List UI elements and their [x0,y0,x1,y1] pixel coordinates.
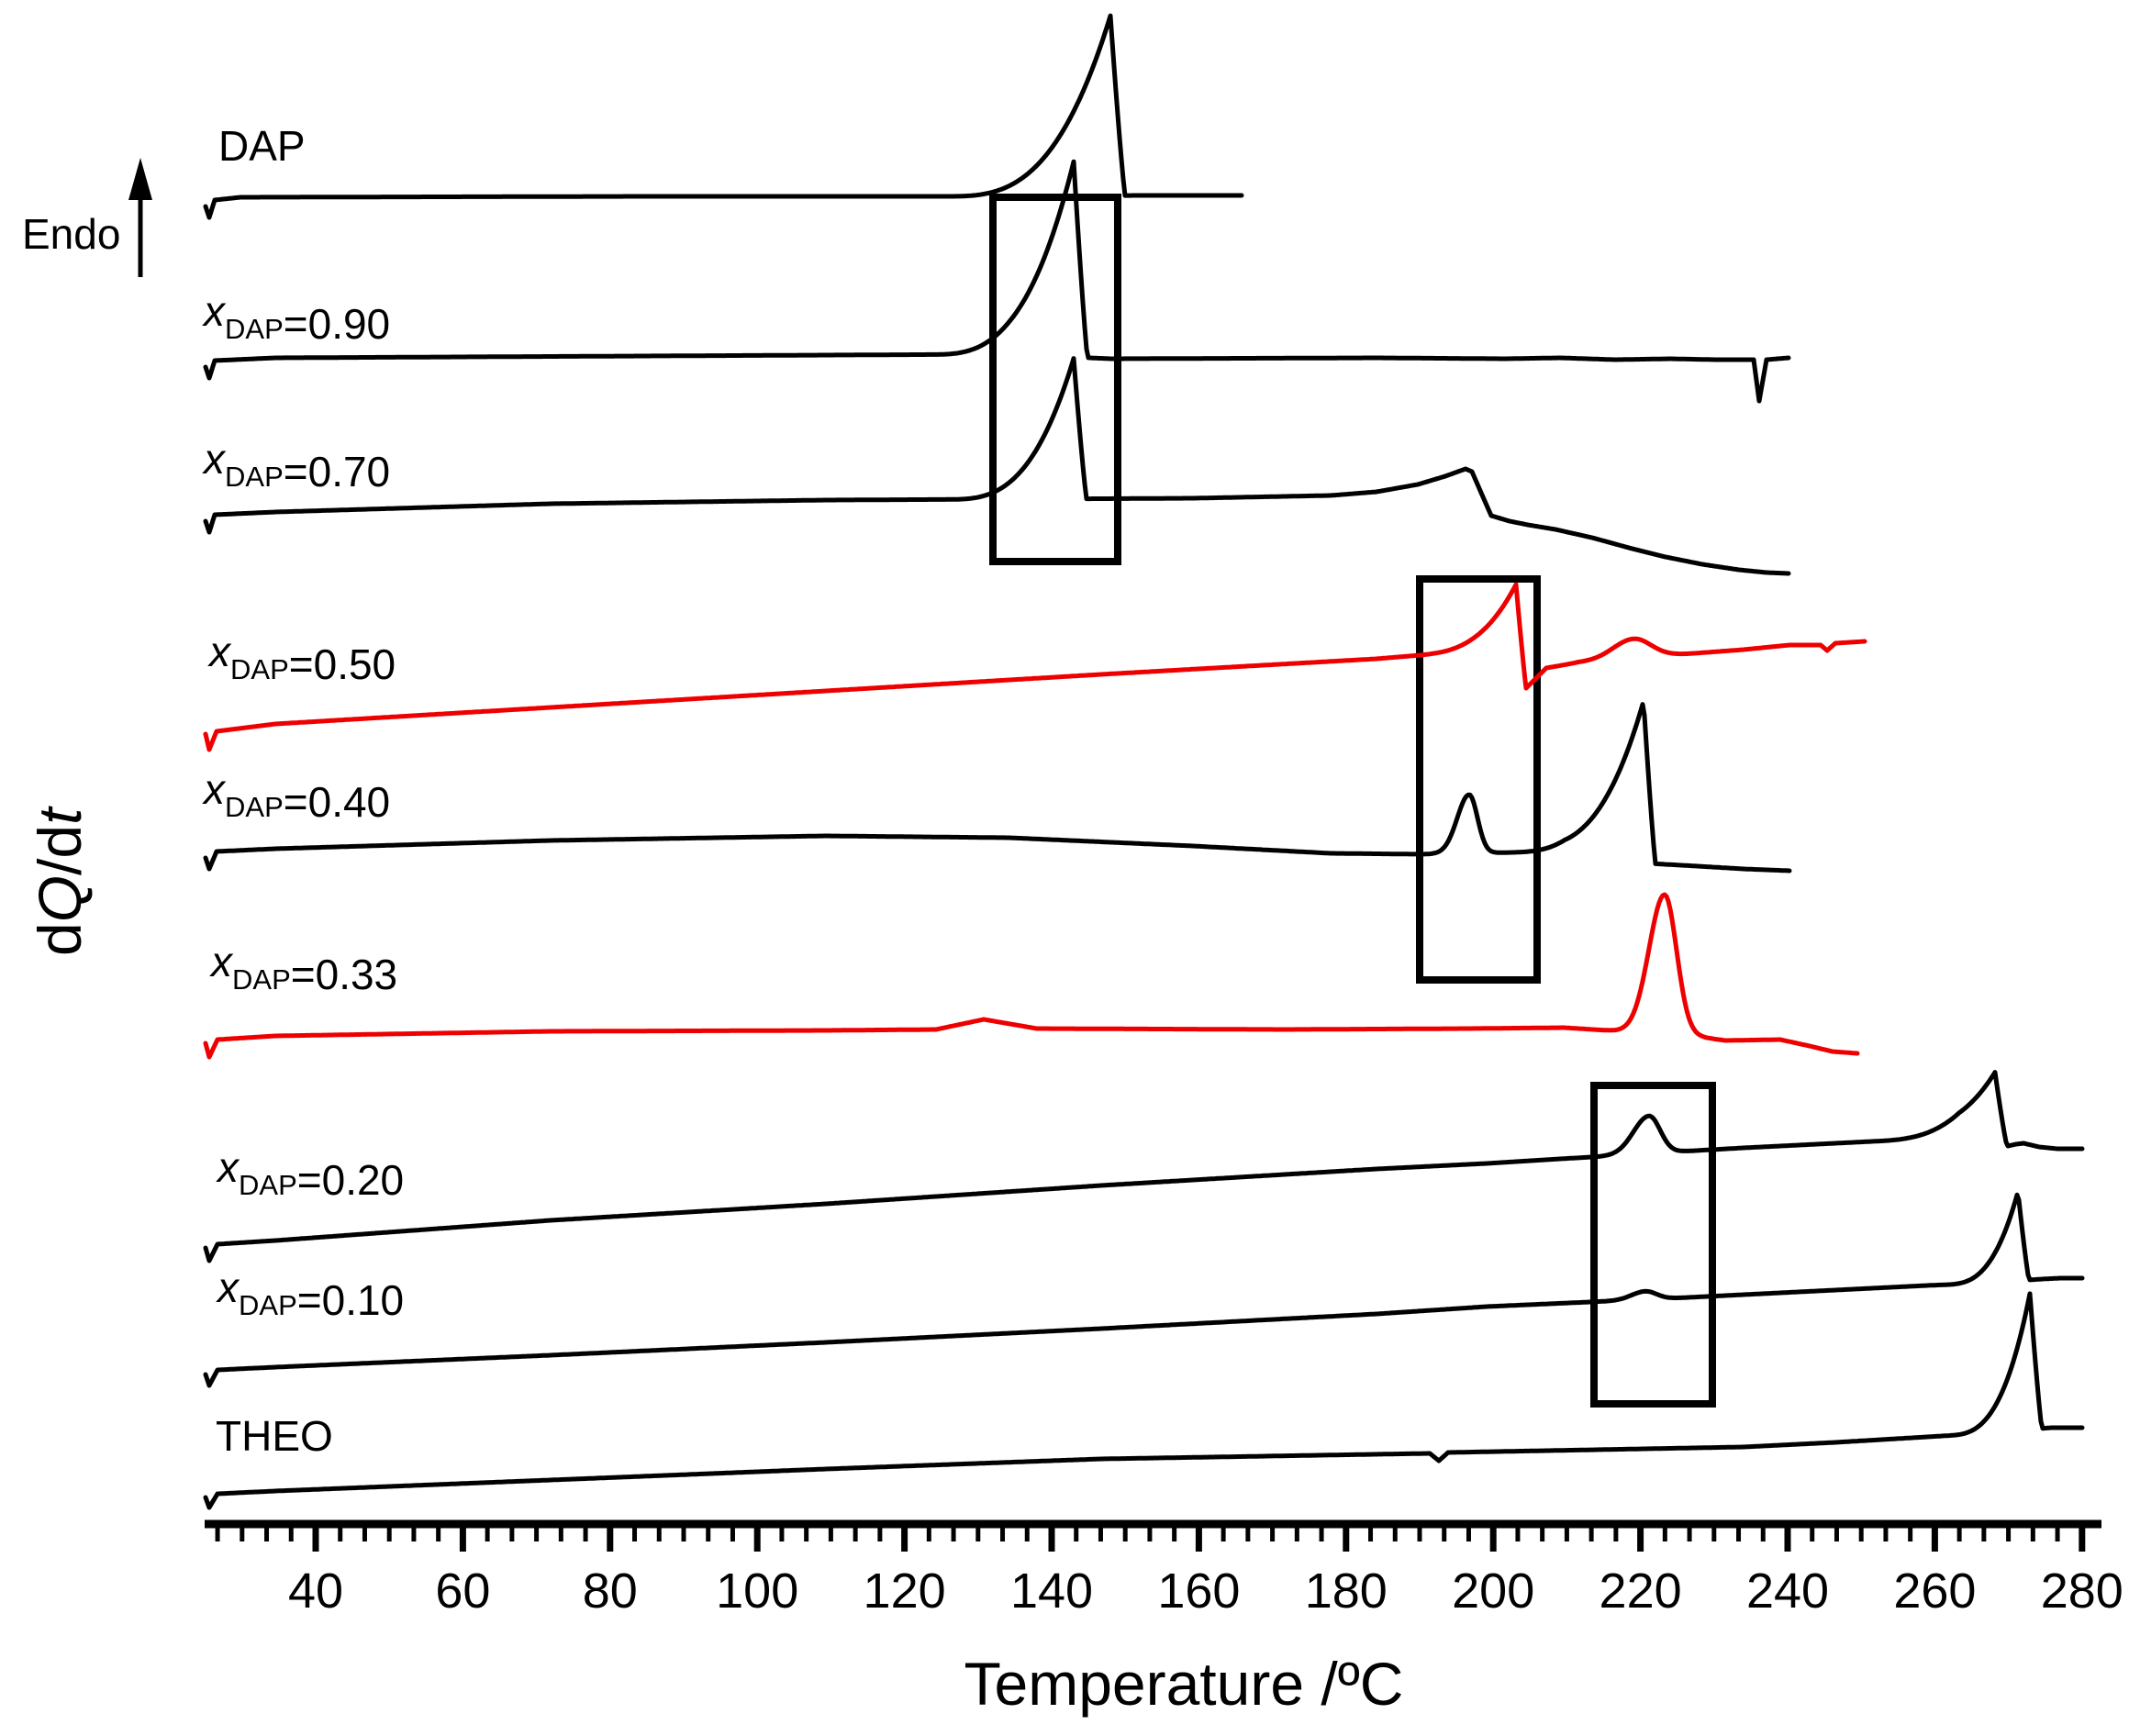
x-tick-label-120: 120 [864,1564,946,1619]
curve-label-x040: xDAP=0.40 [202,765,390,826]
dsc-curves [203,13,2085,1510]
curve-label-theo: THEO [216,1412,333,1460]
dsc-trace-dap [203,13,1244,220]
highlight-box-eutectic-region-1 [989,194,1121,565]
dsc-trace-x050 [203,582,1867,752]
dsc-trace-x033 [203,892,1860,1060]
x-tick-label-180: 180 [1305,1564,1388,1619]
eutectic-highlight-boxes [989,194,1716,1408]
x-tick-label-40: 40 [288,1564,343,1619]
dsc-trace-x040 [203,702,1792,874]
endo-arrow [128,158,152,277]
x-tick-label-100: 100 [716,1564,798,1619]
curve-label-x033: xDAP=0.33 [209,938,397,998]
x-axis-tick-labels: 40 60 80 100 120 140 160 180 200 220 240 260 280 [288,1564,2123,1619]
curve-labels: DAP xDAP=0.90 xDAP=0.70 xDAP=0.50 xDAP=0.40 x… [202,122,404,1460]
curve-label-dap: DAP [218,122,306,170]
curve-label-x050: xDAP=0.50 [207,628,396,688]
highlight-box-eutectic-region-3 [1590,1082,1716,1408]
x-tick-label-160: 160 [1157,1564,1240,1619]
dsc-trace-x090 [203,159,1791,404]
curve-label-x090: xDAP=0.90 [202,287,390,348]
x-axis-title: Temperature /ºC [964,1650,1404,1718]
x-axis [205,1519,2101,1552]
curve-label-x070: xDAP=0.70 [202,435,390,495]
x-tick-label-80: 80 [583,1564,638,1619]
x-tick-label-240: 240 [1746,1564,1829,1619]
x-tick-label-140: 140 [1010,1564,1093,1619]
endo-arrow-head [128,158,152,200]
dsc-trace-x010 [203,1192,2085,1388]
dsc-trace-x070 [203,356,1791,576]
highlight-box-eutectic-region-2 [1416,575,1541,984]
x-tick-label-220: 220 [1600,1564,1682,1619]
x-tick-label-200: 200 [1452,1564,1534,1619]
dsc-trace-x020 [203,1070,2085,1263]
curve-label-x020: xDAP=0.20 [216,1143,404,1204]
x-tick-label-260: 260 [1893,1564,1976,1619]
dsc-trace-theo [203,1291,2085,1510]
x-tick-label-60: 60 [435,1564,490,1619]
endo-label: Endo [22,210,120,258]
y-axis-title: dQ/dt [26,806,94,956]
curve-label-x010: xDAP=0.10 [216,1263,404,1324]
x-tick-label-280: 280 [2041,1564,2123,1619]
